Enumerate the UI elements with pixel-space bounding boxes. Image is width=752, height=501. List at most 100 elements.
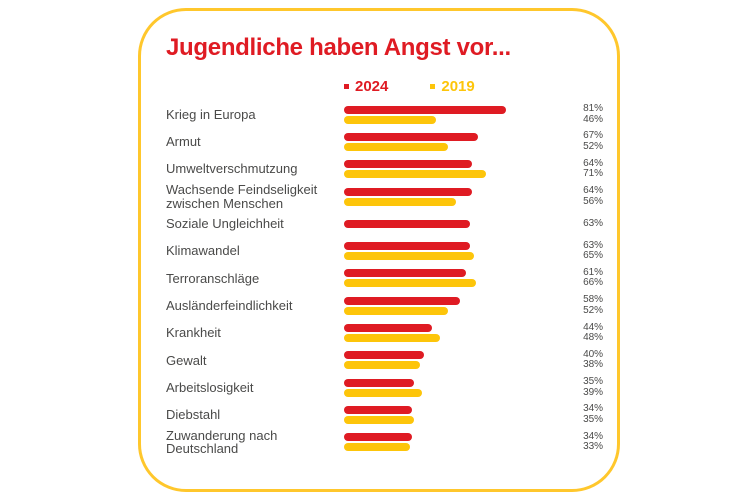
- value-2024: 61%: [583, 266, 604, 278]
- bar-group: [343, 269, 583, 288]
- value-2024: 34%: [583, 403, 604, 415]
- bar-2019: [343, 115, 436, 124]
- value-2019: 39%: [583, 386, 604, 398]
- bar-2024: [343, 269, 466, 278]
- value-labels: 63% 65%: [583, 239, 617, 262]
- legend-swatch-2019-icon: [430, 84, 436, 89]
- bar-group: [343, 433, 583, 452]
- value-labels: 34% 33%: [583, 430, 617, 453]
- category-label: Krankheit: [166, 325, 221, 341]
- bar-group: [343, 160, 583, 179]
- bar-group: [343, 296, 583, 315]
- value-2019: 52%: [583, 140, 604, 152]
- value-labels: 40% 38%: [583, 348, 617, 371]
- bar-2019: [343, 306, 448, 315]
- bar-2019: [343, 388, 422, 397]
- category-label: Ausländerfeindlichkeit: [166, 297, 293, 313]
- bar-2024: [343, 242, 470, 251]
- legend-label-2024: 2024: [355, 78, 389, 95]
- chart-row: Krieg in Europa 81% 46%: [166, 101, 617, 128]
- value-2019: 52%: [583, 304, 604, 316]
- category-label: Krieg in Europa: [166, 106, 256, 122]
- legend-item-2024: 2024: [344, 78, 388, 95]
- value-labels: 34% 35%: [583, 404, 617, 425]
- bar-2019: [343, 443, 410, 452]
- value-labels: 61% 66%: [583, 266, 617, 289]
- value-2019: 71%: [583, 168, 604, 180]
- bar-group: [343, 105, 583, 124]
- chart-rows: Krieg in Europa 81% 46% Armut 67% 52% Um…: [166, 101, 617, 456]
- value-2019: 35%: [583, 413, 604, 425]
- bar-2019: [343, 252, 474, 261]
- value-2024: 44%: [583, 321, 604, 333]
- value-2024: 81%: [583, 103, 604, 115]
- value-labels: 35% 39%: [583, 377, 617, 398]
- bar-2024: [343, 433, 412, 442]
- legend-swatch-2024-icon: [344, 84, 349, 89]
- chart-row: Zuwanderung nach Deutschland 34% 33%: [166, 427, 617, 457]
- chart-title: Jugendliche haben Angst vor...: [166, 34, 511, 61]
- bar-2024: [343, 351, 424, 360]
- value-2019: 46%: [583, 113, 604, 125]
- value-labels: 58% 52%: [583, 295, 617, 316]
- value-2024: 34%: [583, 430, 604, 442]
- value-labels: 44% 48%: [583, 321, 617, 344]
- chart-row: Armut 67% 52%: [166, 128, 617, 155]
- bar-group: [343, 324, 583, 343]
- legend-item-2019: 2019: [430, 78, 475, 95]
- chart-row: Diebstahl 34% 35%: [166, 401, 617, 428]
- value-2024: 63%: [583, 217, 604, 229]
- category-label: Armut: [166, 134, 201, 150]
- category-label: Terroranschläge: [166, 270, 260, 286]
- bar-2019: [343, 279, 476, 288]
- category-label: Gewalt: [166, 352, 207, 368]
- bar-group: [343, 187, 583, 206]
- bar-2019: [343, 170, 486, 179]
- bar-2019: [343, 197, 456, 206]
- bar-group: [343, 132, 583, 151]
- chart-row: Gewalt 40% 38%: [166, 347, 617, 374]
- bar-2019: [343, 142, 448, 151]
- chart-card: Jugendliche haben Angst vor... 2024 2019…: [138, 8, 620, 492]
- legend-label-2019: 2019: [441, 78, 475, 95]
- chart-row: Arbeitslosigkeit 35% 39%: [166, 374, 617, 401]
- bar-2024: [343, 296, 460, 305]
- value-2024: 40%: [583, 348, 604, 360]
- value-2019: 66%: [583, 277, 604, 289]
- bar-group: [343, 351, 583, 370]
- chart-row: Wachsende Feindseligkeit zwischen Mensch…: [166, 183, 617, 210]
- bar-group: [343, 242, 583, 261]
- bar-group: [343, 378, 583, 397]
- category-label: Klimawandel: [166, 243, 240, 259]
- category-label: Umweltverschmutzung: [166, 161, 298, 177]
- value-labels: 63%: [583, 217, 617, 230]
- value-2019: 48%: [583, 332, 604, 344]
- chart-row: Klimawandel 63% 65%: [166, 237, 617, 264]
- legend: 2024 2019: [344, 78, 617, 95]
- category-label: Soziale Ungleichheit: [166, 216, 284, 232]
- chart-row: Krankheit 44% 48%: [166, 319, 617, 346]
- bar-2024: [343, 405, 412, 414]
- bar-group: [343, 405, 583, 424]
- chart-row: Terroranschläge 61% 66%: [166, 265, 617, 292]
- category-label: Zuwanderung nach Deutschland: [166, 427, 278, 457]
- bar-2019: [343, 334, 440, 343]
- bar-2024: [343, 219, 470, 228]
- bar-2024: [343, 160, 472, 169]
- category-label: Arbeitslosigkeit: [166, 379, 254, 395]
- value-2019: 38%: [583, 359, 604, 371]
- value-2024: 35%: [583, 376, 604, 388]
- value-2024: 64%: [583, 157, 604, 169]
- bar-2019: [343, 415, 414, 424]
- value-2019: 65%: [583, 250, 604, 262]
- value-2024: 67%: [583, 130, 604, 142]
- value-labels: 67% 52%: [583, 131, 617, 152]
- value-2024: 58%: [583, 294, 604, 306]
- value-2024: 64%: [583, 185, 604, 197]
- value-labels: 81% 46%: [583, 104, 617, 125]
- value-2019: 33%: [583, 441, 604, 453]
- bar-2019: [343, 361, 420, 370]
- category-label: Diebstahl: [166, 407, 221, 423]
- value-2024: 63%: [583, 239, 604, 251]
